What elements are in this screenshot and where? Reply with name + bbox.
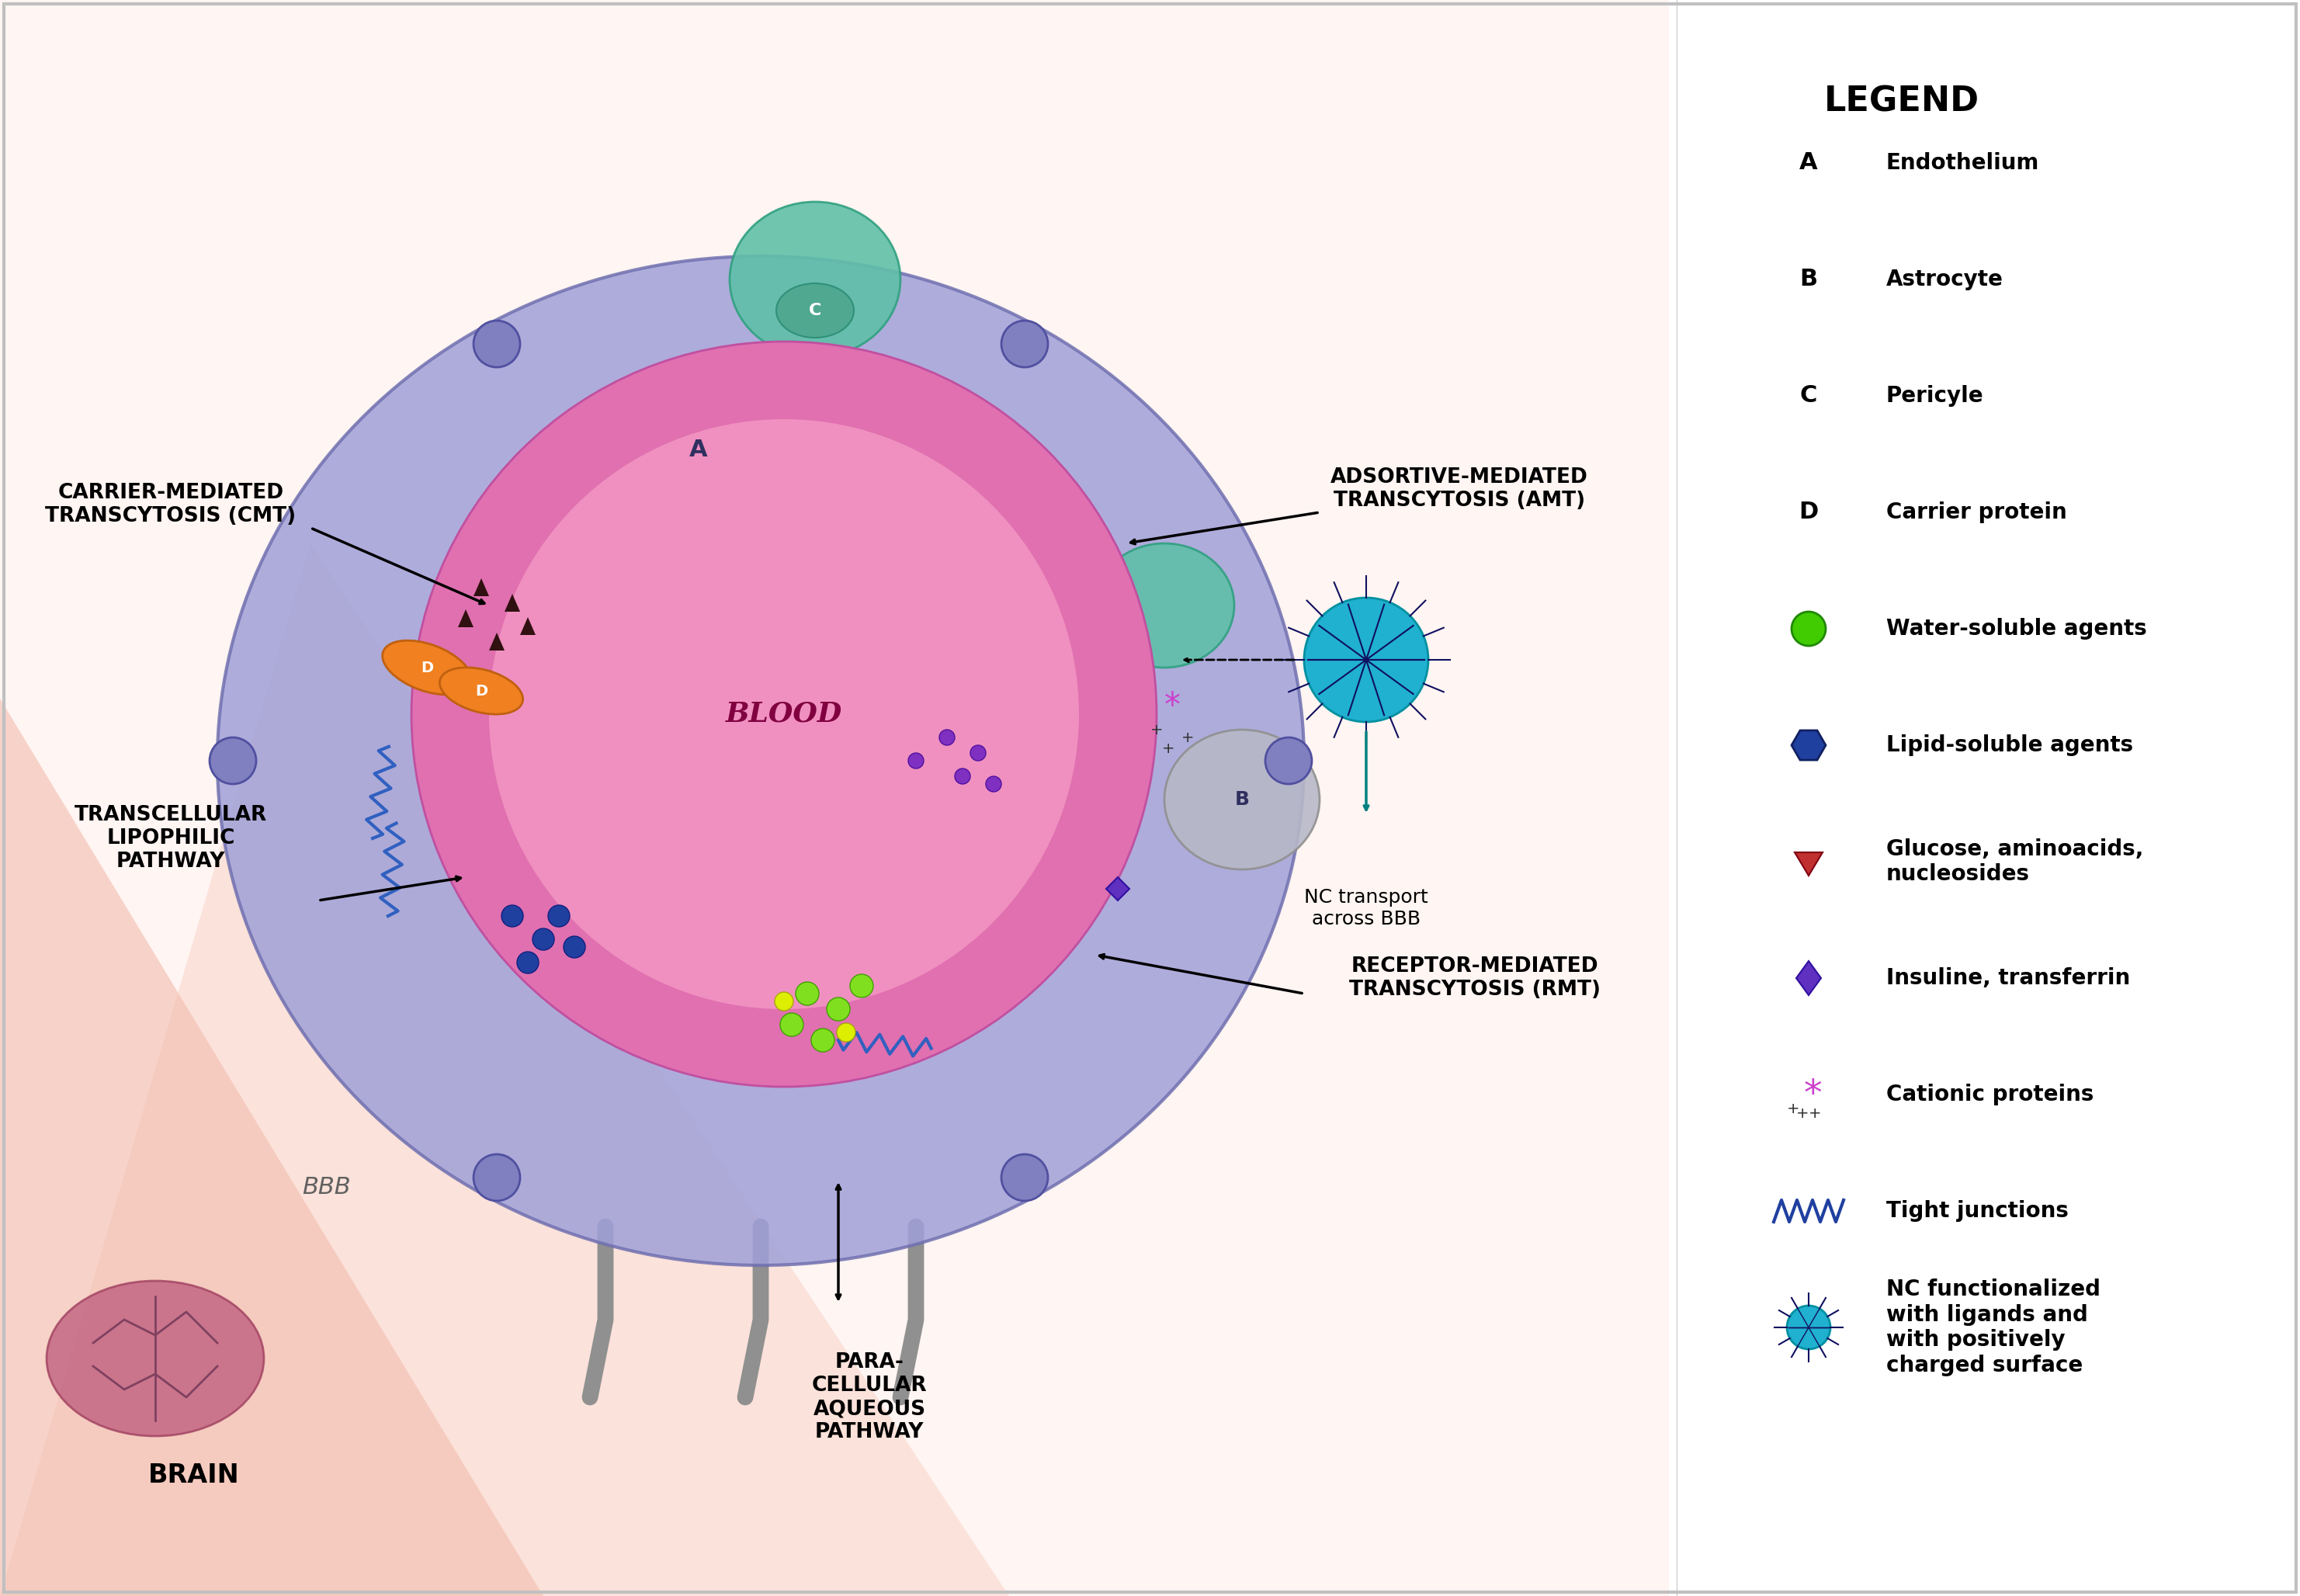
Circle shape — [837, 1023, 856, 1042]
Circle shape — [775, 993, 793, 1010]
Ellipse shape — [439, 667, 522, 715]
Text: +: + — [1150, 723, 1164, 737]
Circle shape — [490, 420, 1079, 1009]
Polygon shape — [474, 578, 490, 597]
Circle shape — [796, 982, 819, 1005]
Ellipse shape — [216, 257, 1304, 1266]
Text: TRANSCELLULAR
LIPOPHILIC
PATHWAY: TRANSCELLULAR LIPOPHILIC PATHWAY — [74, 804, 267, 871]
Polygon shape — [1792, 731, 1826, 760]
Circle shape — [938, 729, 954, 745]
Circle shape — [954, 769, 971, 784]
Circle shape — [812, 1028, 835, 1052]
Ellipse shape — [1095, 543, 1235, 667]
Circle shape — [780, 1013, 803, 1036]
Text: D: D — [476, 683, 488, 699]
Text: Glucose, aminoacids,
nucleosides: Glucose, aminoacids, nucleosides — [1886, 838, 2144, 886]
Text: *: * — [1164, 689, 1180, 723]
Ellipse shape — [1164, 729, 1320, 870]
Circle shape — [987, 776, 1000, 792]
Circle shape — [1792, 611, 1826, 646]
Circle shape — [1304, 598, 1428, 721]
FancyBboxPatch shape — [1670, 0, 2300, 1596]
Circle shape — [563, 937, 584, 958]
Text: +: + — [1787, 1101, 1799, 1116]
Text: Pericyle: Pericyle — [1886, 385, 1985, 407]
Polygon shape — [1794, 852, 1822, 876]
Circle shape — [826, 998, 851, 1021]
Text: A: A — [690, 439, 708, 461]
Circle shape — [501, 905, 522, 927]
Text: C: C — [1801, 385, 1817, 407]
Text: +: + — [1162, 742, 1175, 757]
Text: NC functionalized
with ligands and
with positively
charged surface: NC functionalized with ligands and with … — [1886, 1278, 2100, 1376]
Circle shape — [547, 905, 570, 927]
Circle shape — [851, 974, 874, 998]
Circle shape — [474, 1154, 520, 1200]
Text: BLOOD: BLOOD — [727, 701, 842, 728]
Polygon shape — [458, 610, 474, 627]
Circle shape — [474, 321, 520, 367]
Text: Astrocyte: Astrocyte — [1886, 268, 2003, 290]
Text: +: + — [1796, 1106, 1808, 1122]
Text: D: D — [421, 661, 432, 675]
Circle shape — [1000, 1154, 1049, 1200]
Circle shape — [971, 745, 987, 761]
Text: BRAIN: BRAIN — [150, 1462, 239, 1487]
Polygon shape — [1106, 878, 1129, 900]
Ellipse shape — [775, 284, 853, 338]
Text: C: C — [810, 303, 821, 318]
Text: B: B — [1235, 790, 1249, 809]
Polygon shape — [0, 699, 543, 1596]
Ellipse shape — [729, 201, 899, 358]
Ellipse shape — [46, 1282, 264, 1436]
Text: PARA-
CELLULAR
AQUEOUS
PATHWAY: PARA- CELLULAR AQUEOUS PATHWAY — [812, 1352, 927, 1443]
Text: Insuline, transferrin: Insuline, transferrin — [1886, 967, 2130, 990]
Text: A: A — [1799, 152, 1817, 174]
Text: Carrier protein: Carrier protein — [1886, 501, 2068, 523]
Text: NC transport
across BBB: NC transport across BBB — [1304, 887, 1428, 929]
Text: ADSORTIVE-MEDIATED
TRANSCYTOSIS (AMT): ADSORTIVE-MEDIATED TRANSCYTOSIS (AMT) — [1329, 468, 1587, 511]
Text: Water-soluble agents: Water-soluble agents — [1886, 618, 2146, 640]
Text: CARRIER-MEDIATED
TRANSCYTOSIS (CMT): CARRIER-MEDIATED TRANSCYTOSIS (CMT) — [46, 484, 297, 527]
Polygon shape — [504, 594, 520, 611]
Text: D: D — [1799, 501, 1819, 523]
Text: Cationic proteins: Cationic proteins — [1886, 1084, 2093, 1106]
Text: +: + — [1182, 729, 1194, 745]
Circle shape — [534, 929, 554, 950]
Text: LEGEND: LEGEND — [1824, 86, 1980, 118]
Circle shape — [412, 342, 1157, 1087]
Circle shape — [518, 951, 538, 974]
Polygon shape — [520, 618, 536, 635]
Circle shape — [1000, 321, 1049, 367]
Polygon shape — [1796, 961, 1822, 996]
Polygon shape — [490, 632, 504, 651]
Text: Endothelium: Endothelium — [1886, 152, 2040, 174]
Circle shape — [908, 753, 925, 769]
Text: *: * — [1803, 1077, 1822, 1112]
Circle shape — [209, 737, 255, 784]
Text: +: + — [1808, 1106, 1822, 1122]
Circle shape — [1265, 737, 1311, 784]
Polygon shape — [0, 543, 1010, 1596]
Text: BBB: BBB — [301, 1176, 350, 1199]
Text: RECEPTOR-MEDIATED
TRANSCYTOSIS (RMT): RECEPTOR-MEDIATED TRANSCYTOSIS (RMT) — [1350, 956, 1601, 999]
Text: B: B — [1799, 268, 1817, 290]
Ellipse shape — [382, 640, 471, 694]
Text: Tight junctions: Tight junctions — [1886, 1200, 2068, 1223]
Circle shape — [1787, 1306, 1831, 1349]
Text: Lipid-soluble agents: Lipid-soluble agents — [1886, 734, 2132, 757]
